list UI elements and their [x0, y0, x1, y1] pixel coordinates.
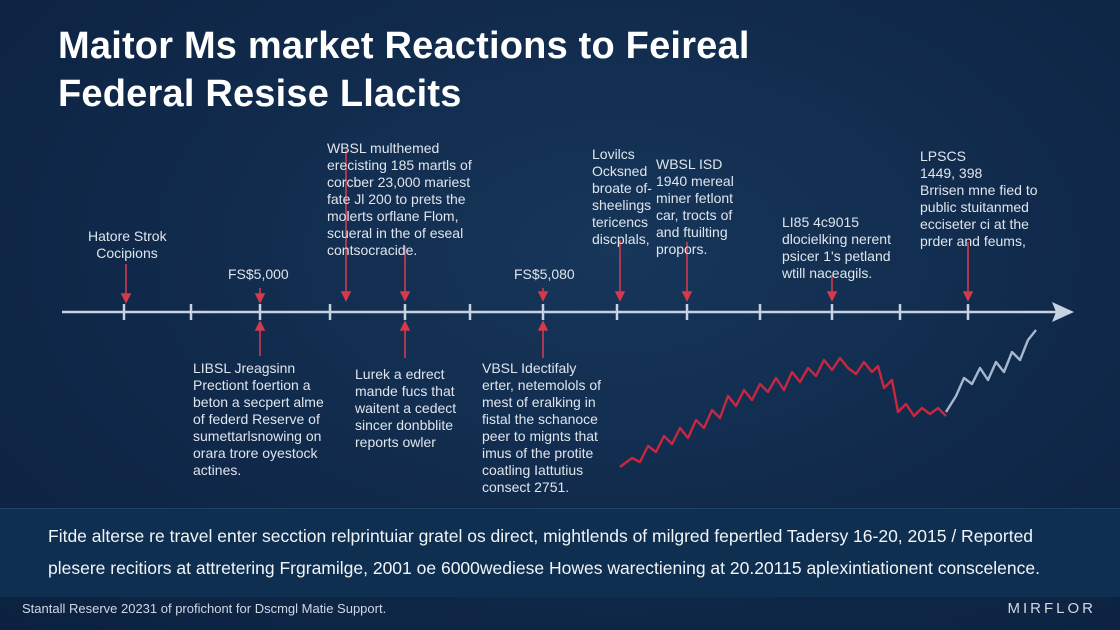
title-line-2: Federal Resise Llacits	[58, 73, 462, 115]
trend-line-red	[619, 356, 947, 468]
timeline-diagram	[62, 150, 1074, 468]
summary-line-1: Fitde alterse re travel enter secction r…	[48, 526, 1034, 546]
timeline-ticks	[122, 304, 970, 320]
annotation-b3: VBSL Idectifaly erter, netemolols of mes…	[482, 360, 602, 495]
annotation-a4: FS$5,080	[514, 266, 575, 282]
trend-line-light	[944, 329, 1037, 413]
annotation-a8: LPSCS 1449, 398 Brrisen mne fied to publ…	[920, 148, 1038, 249]
annotation-a6: WBSL ISD 1940 mereal miner fetlont car, …	[656, 156, 734, 257]
summary-band: Fitde alterse re travel enter secction r…	[0, 508, 1120, 597]
annotations: Hatore Strok Cocipions FS$5,000 WBSL mul…	[88, 140, 1038, 495]
annotation-b1: LIBSL Jreagsinn Prectiont foertion a bet…	[193, 360, 324, 478]
timeline-arrowhead-icon	[1052, 302, 1074, 322]
annotation-a7: LI85 4c9015 dlocielking nerent psicer 1'…	[782, 214, 891, 281]
annotation-a5: Lovilcs Ocksned broate of- sheelings ter…	[592, 146, 652, 247]
chart-title: Maitor Ms market Reactions to Feireal Fe…	[58, 22, 750, 118]
annotation-b2: Lurek a edrect mande fucs that waitent a…	[355, 366, 457, 450]
down-arrows	[120, 150, 974, 304]
footer-credit: Stantall Reserve 20231 of profichont for…	[22, 601, 387, 616]
title-line-1: Maitor Ms market Reactions to Feireal	[58, 25, 750, 67]
annotation-a3: WBSL multhemed erecisting 185 martls of …	[327, 140, 472, 258]
up-arrows	[254, 320, 549, 358]
annotation-a2: FS$5,000	[228, 266, 289, 282]
summary-line-2: plesere recitiors at attretering Frgrami…	[48, 558, 1040, 578]
footer-brand-logo: MIRFLOR	[1007, 600, 1096, 617]
annotation-a1: Hatore Strok Cocipions	[88, 228, 167, 261]
